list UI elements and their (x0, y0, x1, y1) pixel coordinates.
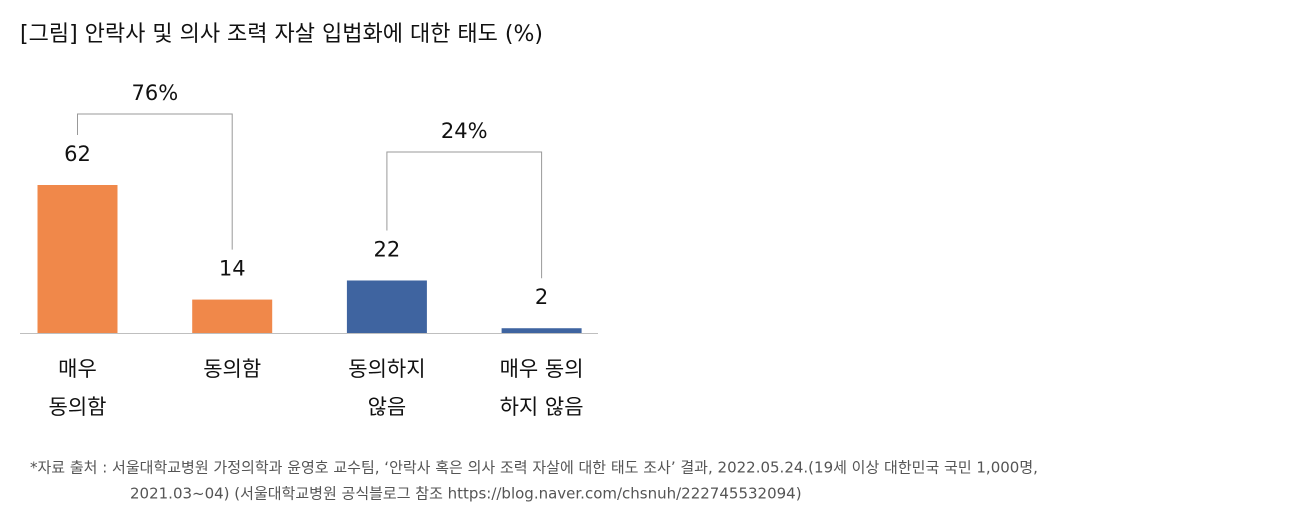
annotation: 24% (441, 119, 488, 143)
bracket (77, 113, 233, 250)
x-tick-label: 동의함 (49, 395, 107, 419)
x-tick-label: 동의하지 (348, 357, 425, 381)
bar (346, 280, 427, 333)
bracket (386, 151, 543, 279)
annotation: 76% (132, 81, 179, 105)
x-tick-label: 매우 동의 (500, 357, 584, 381)
bar (37, 185, 118, 333)
source-note: *자료 출처 : 서울대학교병원 가정의학과 윤영호 교수팀, ‘안락사 혹은 … (30, 459, 1038, 477)
x-tick-label: 하지 않음 (500, 395, 584, 419)
source-note: 2021.03~04) (서울대학교병원 공식블로그 참조 https://bl… (130, 485, 802, 503)
data-label: 62 (64, 142, 91, 166)
x-tick-label: 동의함 (203, 357, 261, 381)
x-tick-label: 매우 (58, 357, 97, 381)
bar (501, 328, 582, 333)
data-label: 14 (219, 257, 246, 281)
chart-title: [그림] 안락사 및 의사 조력 자살 입법화에 대한 태도 (%) (20, 22, 543, 47)
data-label: 22 (374, 237, 401, 261)
x-tick-label: 않음 (368, 395, 407, 419)
data-label: 2 (535, 285, 548, 309)
bar (192, 299, 273, 333)
